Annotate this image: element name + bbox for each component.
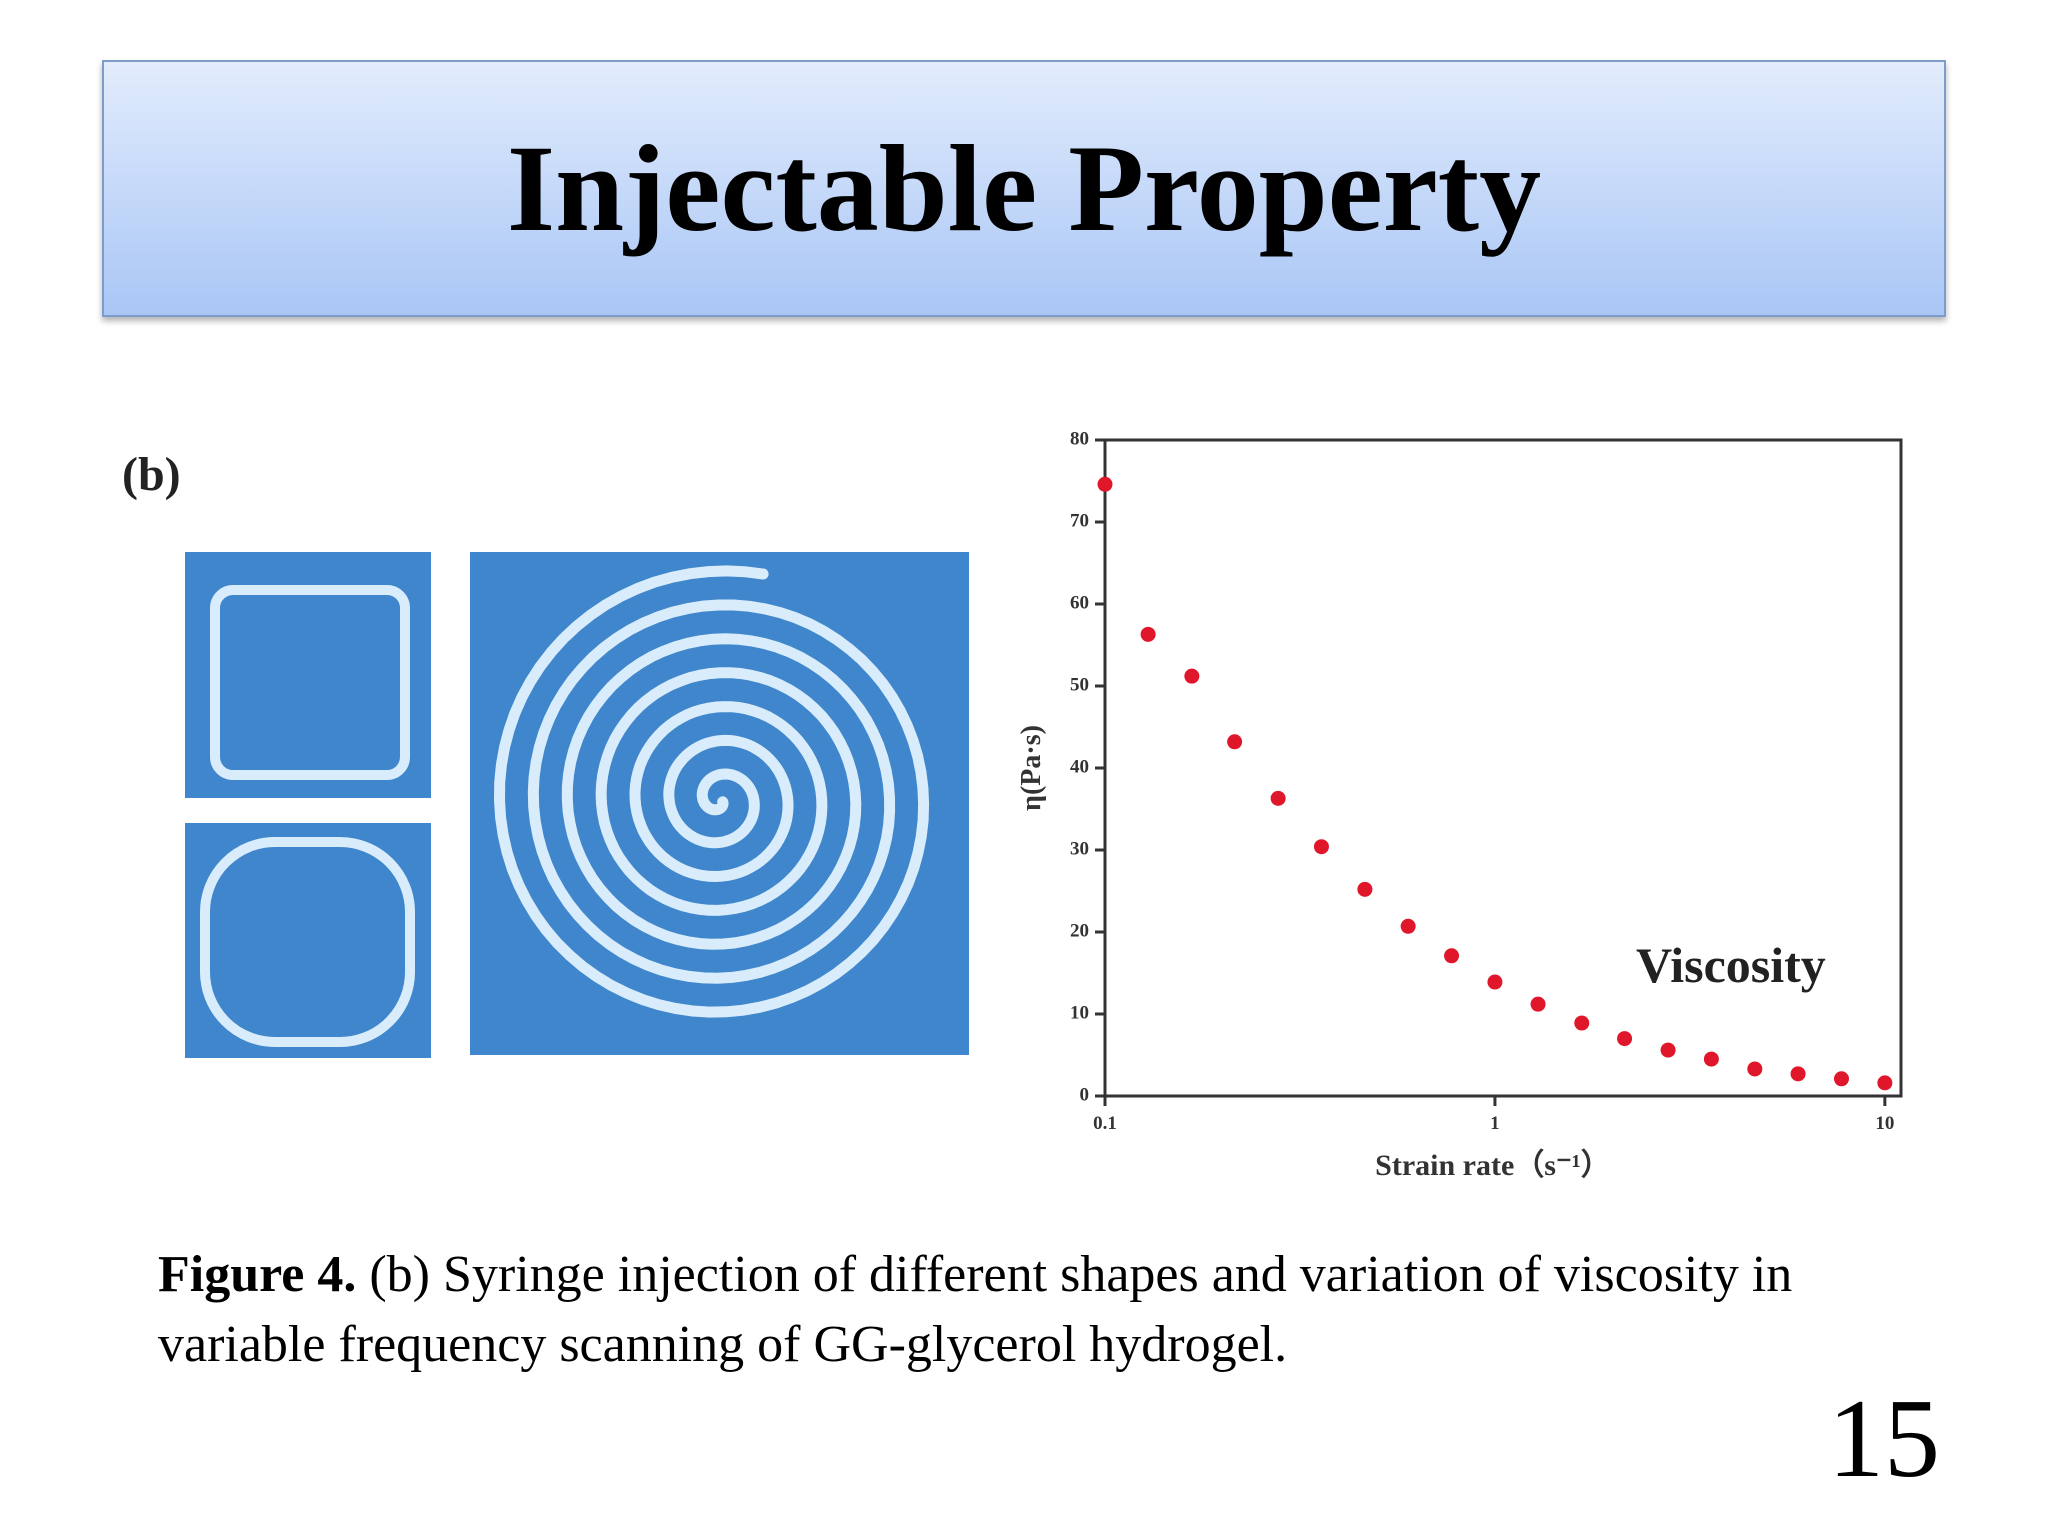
data-point [1097,476,1113,492]
y-tick-label: 0 [1080,1084,1090,1105]
caption-text: (b) Syringe injection of different shape… [158,1246,1793,1373]
data-point [1833,1071,1849,1087]
x-tick-label: 1 [1490,1113,1500,1134]
data-point [1357,881,1373,897]
photo-square [185,552,431,798]
gel-spiral [493,565,930,1018]
data-point [1747,1061,1763,1077]
gel-circle [200,837,415,1047]
y-tick-label: 80 [1070,428,1089,449]
photo-spiral [470,552,969,1055]
data-point [1703,1051,1719,1067]
annotation: Viscosity [1636,937,1826,993]
chart: 0 10 20 30 40 50 60 70 80 0.1 1 10 Strain rate（s⁻¹） η… [1016,428,1903,1182]
gel-square [210,585,410,780]
data-point [1227,734,1243,750]
data-point [1617,1031,1633,1047]
y-tick-label: 60 [1070,592,1089,613]
y-tick-label: 70 [1070,510,1089,531]
data-point [1574,1015,1590,1031]
data-point [1487,974,1503,990]
photo-circle [185,823,431,1058]
data-point [1184,668,1200,684]
data-point [1444,948,1460,964]
figure-label: (b) [122,448,181,501]
data-point [1400,918,1416,934]
y-tick-label: 30 [1070,838,1089,859]
caption-label: Figure 4. [158,1246,357,1303]
plot-frame [1103,438,1903,1098]
y-tick-label: 20 [1070,920,1089,941]
data-point [1877,1075,1893,1091]
data-point [1140,626,1156,642]
page-number: 15 [1828,1377,1940,1501]
y-tick-label: 40 [1070,756,1089,777]
x-tick-label: 10 [1875,1113,1894,1134]
data-point [1313,839,1329,855]
y-tick-label: 50 [1070,674,1089,695]
y-axis-label: η(Pa·s) [1016,725,1047,811]
x-tick-label: 0.1 [1093,1113,1117,1134]
slide-title: Injectable Property [506,119,1542,257]
data-point [1270,790,1286,806]
data-point [1530,996,1546,1012]
data-point [1660,1042,1676,1058]
title-banner: Injectable Property [102,60,1946,317]
x-axis-label: Strain rate（s⁻¹） [1375,1148,1611,1182]
data-point [1790,1066,1806,1082]
caption: Figure 4. (b) Syringe injection of diffe… [158,1240,1918,1380]
y-tick-label: 10 [1070,1002,1089,1023]
